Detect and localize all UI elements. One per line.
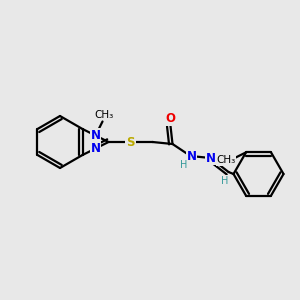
Text: N: N bbox=[206, 152, 215, 164]
Text: H: H bbox=[180, 160, 187, 170]
Text: N: N bbox=[187, 149, 196, 163]
Text: N: N bbox=[91, 142, 100, 155]
Text: H: H bbox=[221, 176, 228, 186]
Text: N: N bbox=[91, 129, 100, 142]
Text: S: S bbox=[126, 136, 135, 148]
Text: O: O bbox=[166, 112, 176, 125]
Text: CH₃: CH₃ bbox=[216, 155, 236, 165]
Text: CH₃: CH₃ bbox=[94, 110, 113, 119]
